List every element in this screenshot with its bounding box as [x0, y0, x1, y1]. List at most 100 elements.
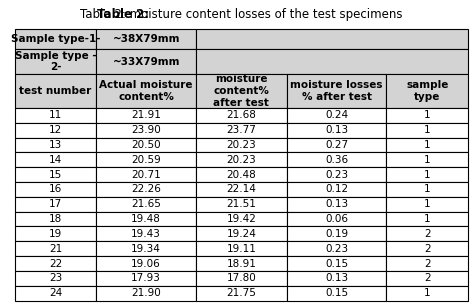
Bar: [96, 226, 196, 241]
Text: 20.50: 20.50: [131, 140, 161, 150]
Bar: [196, 226, 287, 241]
Bar: [386, 182, 468, 197]
Bar: [15, 49, 96, 74]
Text: 20.23: 20.23: [227, 155, 256, 165]
Bar: [96, 152, 196, 167]
Bar: [196, 256, 287, 271]
Bar: [196, 197, 287, 212]
Text: 1: 1: [424, 110, 430, 120]
Bar: [15, 241, 96, 256]
Text: 1: 1: [424, 125, 430, 135]
Text: 21.91: 21.91: [131, 110, 161, 120]
Bar: [196, 138, 287, 152]
Text: 19.06: 19.06: [131, 259, 161, 268]
Text: moisture
content%
after test: moisture content% after test: [213, 74, 269, 108]
Text: 1: 1: [424, 214, 430, 224]
Text: 22.26: 22.26: [131, 185, 161, 194]
Bar: [96, 271, 196, 286]
Bar: [287, 74, 386, 108]
Text: 13: 13: [49, 140, 62, 150]
Bar: [15, 74, 96, 108]
Bar: [96, 138, 196, 152]
Text: 21.75: 21.75: [227, 288, 256, 298]
Text: 1: 1: [424, 199, 430, 209]
Bar: [96, 167, 196, 182]
Text: 0.13: 0.13: [325, 125, 348, 135]
Bar: [196, 241, 287, 256]
Bar: [287, 226, 386, 241]
Text: 0.15: 0.15: [325, 288, 348, 298]
Text: Table 2: moisture content losses of the test specimens: Table 2: moisture content losses of the …: [80, 8, 402, 21]
Text: 18: 18: [49, 214, 62, 224]
Text: 1: 1: [424, 170, 430, 180]
Text: 0.19: 0.19: [325, 229, 348, 239]
Bar: [287, 138, 386, 152]
Text: 17.80: 17.80: [227, 273, 256, 283]
Bar: [287, 108, 386, 123]
Text: 1: 1: [424, 155, 430, 165]
Text: 20.23: 20.23: [227, 140, 256, 150]
Bar: [196, 49, 468, 74]
Bar: [15, 138, 96, 152]
Bar: [287, 197, 386, 212]
Bar: [287, 167, 386, 182]
Text: 21: 21: [49, 244, 62, 254]
Text: sample
type: sample type: [406, 80, 448, 102]
Text: 21.68: 21.68: [227, 110, 256, 120]
Bar: [96, 182, 196, 197]
Text: 19.11: 19.11: [227, 244, 256, 254]
Bar: [96, 241, 196, 256]
Bar: [196, 167, 287, 182]
Text: 18.91: 18.91: [227, 259, 256, 268]
Bar: [287, 271, 386, 286]
Text: 0.36: 0.36: [325, 155, 348, 165]
Bar: [96, 256, 196, 271]
Bar: [386, 286, 468, 301]
Text: 17: 17: [49, 199, 62, 209]
Text: test number: test number: [19, 86, 91, 96]
Bar: [15, 197, 96, 212]
Bar: [386, 123, 468, 138]
Bar: [96, 197, 196, 212]
Bar: [196, 74, 287, 108]
Bar: [287, 241, 386, 256]
Text: 21.90: 21.90: [131, 288, 161, 298]
Bar: [196, 182, 287, 197]
Bar: [196, 29, 468, 49]
Bar: [386, 226, 468, 241]
Bar: [15, 256, 96, 271]
Text: 1: 1: [424, 185, 430, 194]
Text: 0.24: 0.24: [325, 110, 348, 120]
Bar: [15, 271, 96, 286]
Bar: [196, 212, 287, 226]
Text: 19.24: 19.24: [227, 229, 256, 239]
Bar: [196, 152, 287, 167]
Text: moisture losses
% after test: moisture losses % after test: [290, 80, 383, 102]
Text: 22.14: 22.14: [227, 185, 256, 194]
Text: 0.06: 0.06: [325, 214, 348, 224]
Text: 21.65: 21.65: [131, 199, 161, 209]
Bar: [15, 226, 96, 241]
Text: 0.13: 0.13: [325, 199, 348, 209]
Bar: [15, 123, 96, 138]
Text: 16: 16: [49, 185, 62, 194]
Text: Actual moisture
content%: Actual moisture content%: [100, 80, 193, 102]
Bar: [196, 271, 287, 286]
Bar: [96, 29, 196, 49]
Text: 17.93: 17.93: [131, 273, 161, 283]
Bar: [386, 241, 468, 256]
Bar: [386, 271, 468, 286]
Bar: [196, 286, 287, 301]
Bar: [15, 212, 96, 226]
Bar: [15, 29, 96, 49]
Text: 2: 2: [424, 244, 430, 254]
Text: 20.71: 20.71: [131, 170, 161, 180]
Text: 1: 1: [424, 140, 430, 150]
Bar: [287, 123, 386, 138]
Bar: [386, 138, 468, 152]
Text: 0.23: 0.23: [325, 244, 348, 254]
Text: 0.13: 0.13: [325, 273, 348, 283]
Bar: [15, 182, 96, 197]
Bar: [287, 286, 386, 301]
Bar: [15, 167, 96, 182]
